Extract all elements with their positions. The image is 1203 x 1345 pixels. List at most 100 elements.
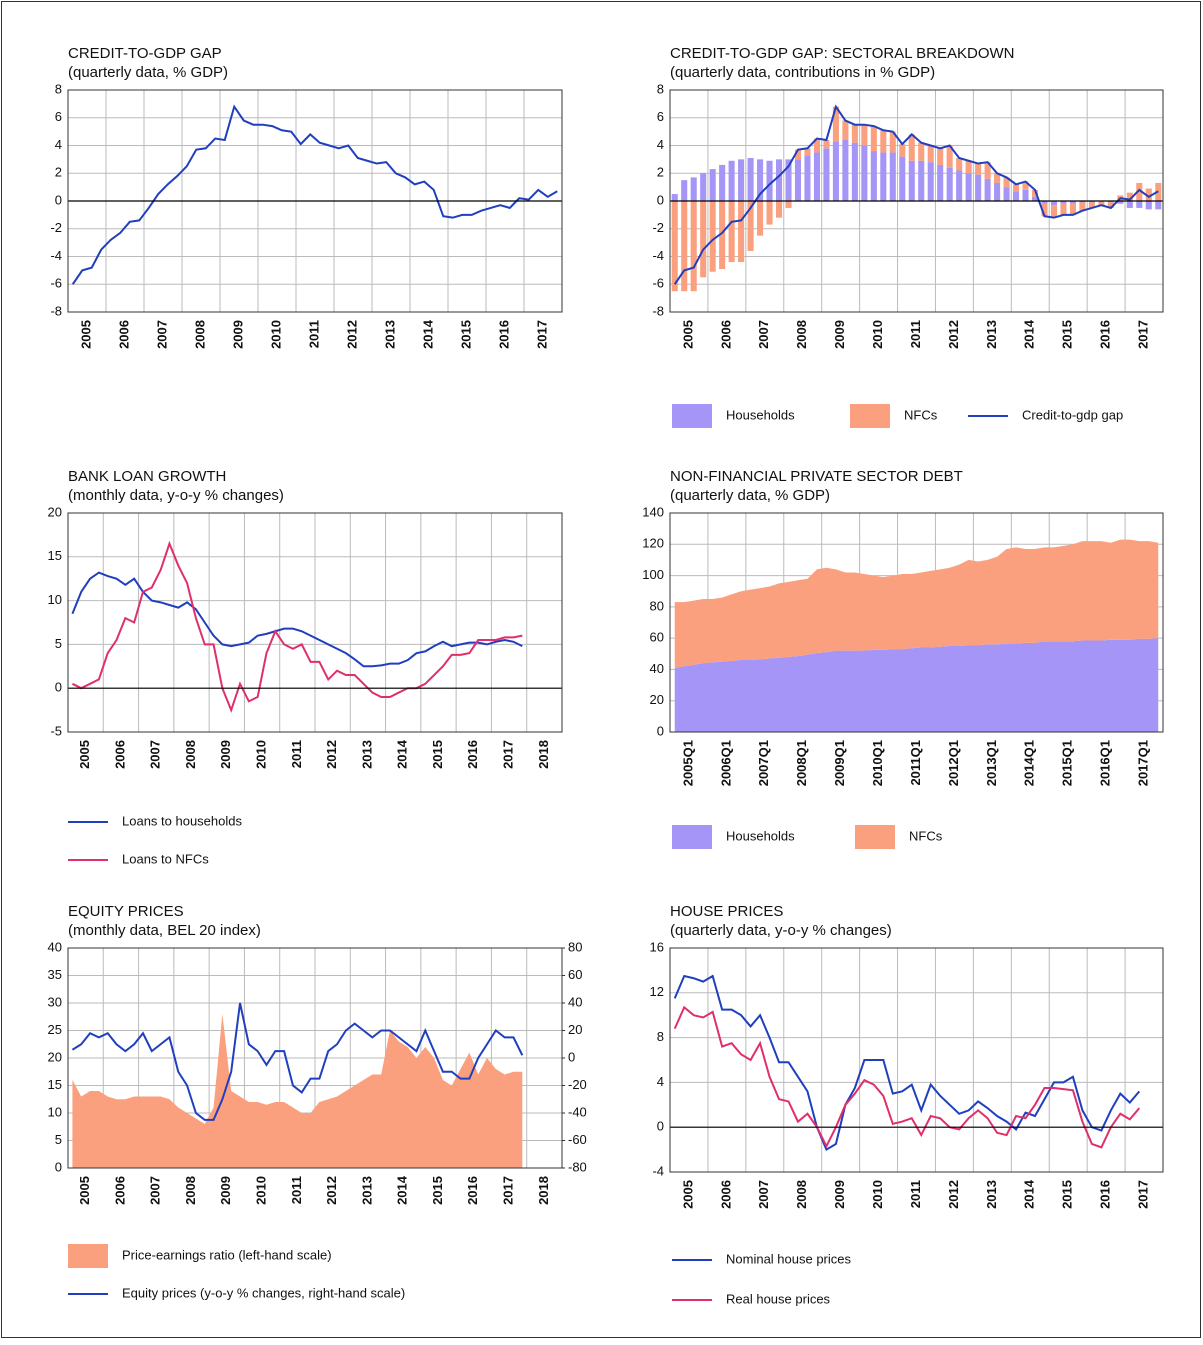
x-tick-label: 2006Q1 [718,740,733,786]
x-tick-label: 2017 [501,1176,516,1205]
x-tick-label: 2009 [230,320,245,349]
x-tick-label: 2014 [395,1175,410,1205]
bar [757,201,764,236]
x-tick-label: 2015 [430,1176,445,1205]
y-tick-label: 5 [55,636,62,651]
bar [709,169,716,201]
chart-title: HOUSE PRICES [670,903,783,920]
x-tick-label: 2005 [78,320,93,349]
bar [728,160,735,201]
x-tick-label: 2010Q1 [870,740,885,786]
bar [842,120,849,140]
x-tick-label: 2005 [680,320,695,349]
bar [1031,196,1039,201]
x-tick-label: 2007 [148,1176,163,1205]
bar [804,155,811,201]
x-tick-label: 2008 [183,740,198,769]
x-tick-label: 2011 [908,320,923,348]
x-tick-label: 2010 [254,740,269,769]
x-tick-label: 2012Q1 [946,740,961,786]
y2-tick-label: 40 [568,994,582,1009]
bar [842,139,849,201]
x-tick-label: 2016Q1 [1098,740,1113,786]
bar [719,201,726,269]
y-tick-label: 60 [650,630,664,645]
area [72,1014,523,1168]
x-tick-label: 2008 [794,1180,809,1209]
y-tick-label: 8 [55,81,62,96]
line [673,1005,1141,1149]
bar [1145,201,1152,210]
y-tick-label: -5 [50,723,62,738]
x-tick-label: 2016 [1098,320,1113,349]
y2-tick-label: -80 [568,1159,587,1174]
y-tick-label: 0 [657,723,664,738]
y-tick-label: 40 [650,661,664,676]
bar [946,167,953,201]
y2-tick-label: 20 [568,1022,582,1037]
x-tick-label: 2010 [254,1176,269,1205]
legend-label: Real house prices [726,1291,831,1306]
plot-frame [669,947,1164,1173]
x-tick-label: 2014Q1 [1022,740,1037,786]
bar [766,201,773,225]
bar [927,162,934,201]
bar [738,201,745,263]
chart-subtitle: (quarterly data, % GDP) [670,487,830,504]
y-tick-label: 0 [55,192,62,207]
x-tick-label: 2010 [268,320,283,349]
bar [1050,205,1058,218]
y-tick-label: 20 [48,1049,62,1064]
x-tick-label: 2008 [794,320,809,349]
y-tick-label: 6 [55,109,62,124]
x-tick-label: 2010 [870,1180,885,1209]
x-tick-label: 2013Q1 [984,740,999,786]
bar [757,159,764,201]
bar [681,180,688,201]
bar [700,173,707,201]
chart-title: CREDIT-TO-GDP GAP: SECTORAL BREAKDOWN [670,45,1015,62]
bar [1041,201,1048,204]
x-tick-label: 2005 [77,740,92,769]
x-tick-label: 2012 [324,1176,339,1205]
bar [1126,201,1133,208]
bar [832,106,839,142]
y-tick-label: -4 [652,1163,664,1178]
legend-label: Households [726,828,795,843]
area [674,638,1159,732]
bar [1098,201,1105,206]
x-tick-label: 2009 [218,740,233,769]
bar [937,164,944,201]
bar [1079,202,1086,211]
x-tick-label: 2005 [77,1176,92,1205]
bar [851,124,858,143]
x-tick-label: 2011 [908,1180,923,1208]
y-tick-label: 10 [48,592,62,607]
bar [1117,201,1124,204]
bar [908,134,915,161]
y-tick-label: -8 [50,303,62,318]
legend-label: Equity prices (y-o-y % changes, right-ha… [122,1285,405,1300]
plot-frame [67,947,563,1169]
y-tick-label: 4 [55,137,62,152]
bar [681,201,688,292]
bar [785,159,792,201]
y-tick-label: -6 [652,276,664,291]
x-tick-label: 2011 [289,740,304,768]
bar [899,144,906,157]
bar [747,157,754,201]
x-tick-label: 2007 [756,320,771,349]
legend-swatch [672,404,712,428]
bar [1031,189,1039,197]
y-tick-label: 120 [642,536,664,551]
legend-label: NFCs [904,407,938,422]
x-tick-label: 2009 [832,1180,847,1209]
bar [994,173,1001,183]
bar [1088,201,1095,203]
bar [880,130,887,153]
bar [1022,189,1029,201]
x-tick-label: 2009Q1 [832,740,847,786]
x-tick-label: 2006 [116,320,131,349]
bar [1088,202,1095,208]
